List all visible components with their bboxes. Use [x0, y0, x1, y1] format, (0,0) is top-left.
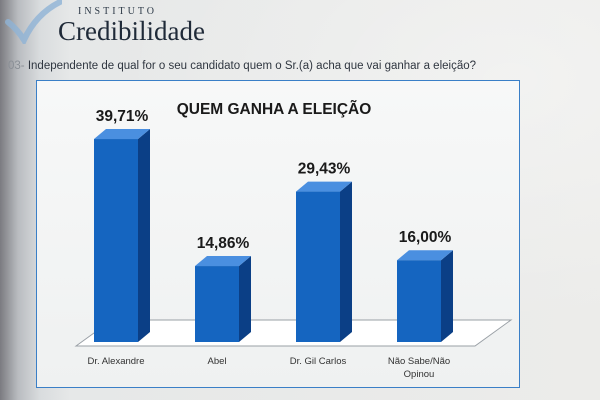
bar-top: [94, 129, 150, 140]
logo-small-text: INSTITUTO: [78, 6, 158, 17]
bar-chart: QUEM GANHA A ELEIÇÃO 39,71% Dr. Alexandre…: [74, 100, 513, 380]
category-label: Opinou: [404, 369, 435, 380]
question-line: 03- Independente de qual for o seu candi…: [8, 60, 476, 72]
bar-side: [441, 250, 453, 342]
bar-3: [296, 181, 352, 342]
value-label: 16,00%: [399, 229, 452, 246]
bar-top: [296, 181, 352, 192]
bar-front: [195, 266, 239, 342]
bar-front: [296, 191, 340, 342]
bar-front: [94, 139, 138, 342]
logo: INSTITUTO Credibilidade: [2, 0, 205, 62]
category-label: Dr. Alexandre: [87, 356, 144, 367]
bar-top: [195, 256, 251, 267]
bar-side: [138, 129, 150, 342]
logo-big-text: Credibilidade: [58, 16, 205, 46]
bar-side: [340, 181, 352, 342]
category-label: Não Sabe/Não: [388, 356, 450, 367]
bar-top: [397, 250, 453, 261]
category-label: Abel: [207, 356, 226, 367]
bar-2: [195, 256, 251, 342]
value-label: 39,71%: [96, 108, 149, 125]
checkmark-logo-icon: [5, 0, 62, 44]
bar-1: [94, 129, 150, 342]
bar-front: [397, 260, 441, 342]
bar-4: [397, 250, 453, 342]
category-label: Dr. Gil Carlos: [290, 356, 347, 367]
value-label: 29,43%: [298, 161, 351, 178]
bar-side: [239, 256, 251, 342]
question-text: Independente de qual for o seu candidato…: [27, 60, 477, 72]
value-label: 14,86%: [197, 235, 250, 252]
question-number: 03-: [8, 60, 25, 72]
chart-title: QUEM GANHA A ELEIÇÃO: [177, 100, 372, 118]
